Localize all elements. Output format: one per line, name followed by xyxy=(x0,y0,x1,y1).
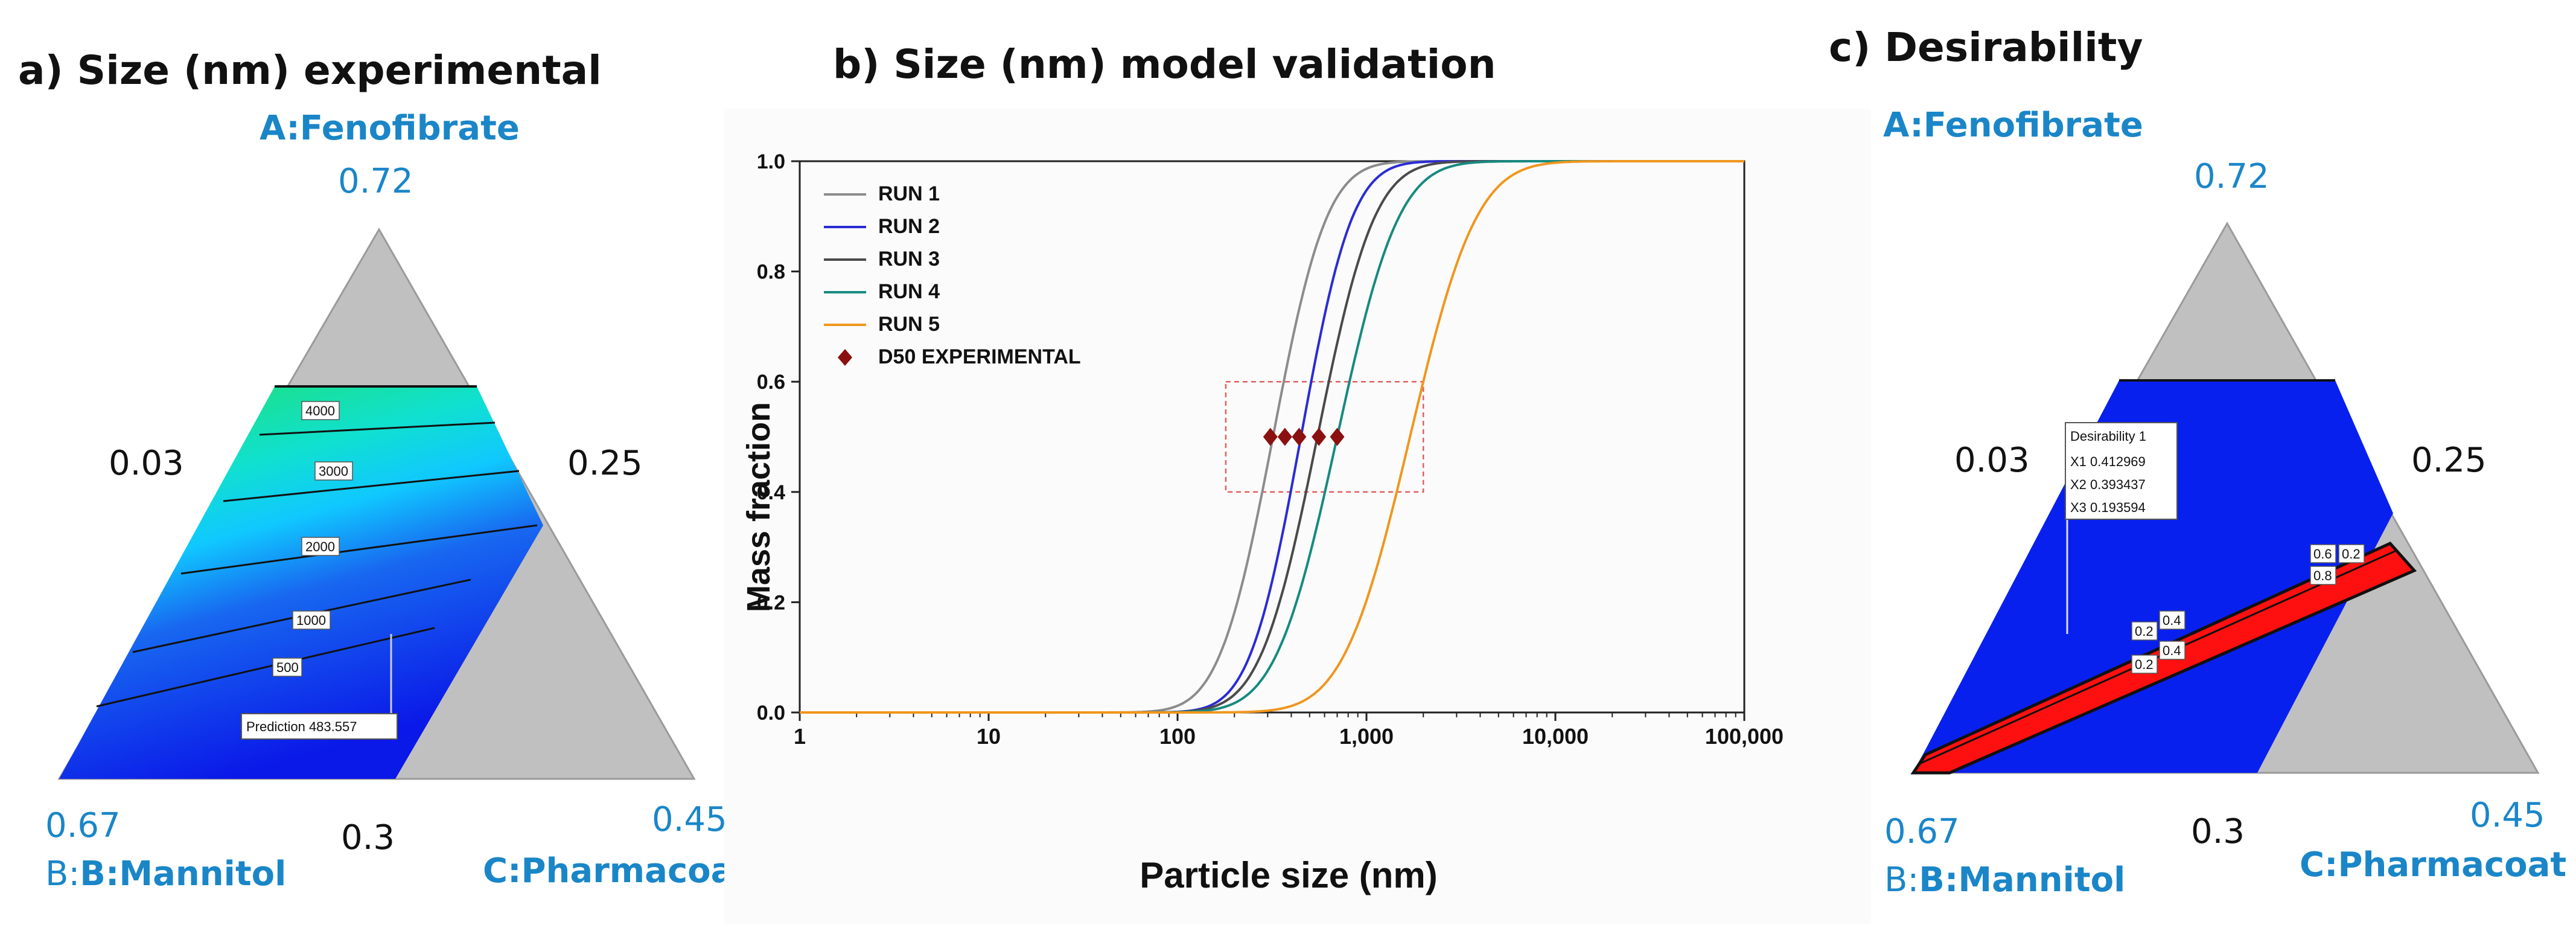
panel-a-vertex-top-name: A:Fenofibrate xyxy=(260,109,520,148)
panel-c-tooltip-x2: X2 0.393437 xyxy=(2070,477,2146,492)
legend-swatch-experimental xyxy=(838,349,852,366)
panel-a-contour-label-500: 500 xyxy=(276,660,299,675)
y-tick-label: 0.0 xyxy=(757,702,785,725)
panel-c-vertex-left-value: 0.67 xyxy=(1884,812,1960,851)
chart-background xyxy=(724,109,1871,924)
panel-a-vertex-right-name: C:Pharmacoat xyxy=(483,851,750,891)
panel-a-side-bottom: 0.3 xyxy=(341,818,395,857)
panel-a-vertex-left-name: B:B:Mannitol xyxy=(45,854,287,894)
size-distribution-chart: 1 10 100 1,000 10,000 100,000 0.0 0.2 0.4 0.6 0.8 1… xyxy=(724,109,1871,924)
panel-a-vertex-right-value: 0.45 xyxy=(652,800,727,839)
y-tick-label: 0.8 xyxy=(757,261,785,284)
x-tick-label: 1 xyxy=(794,724,806,749)
panel-c-contour-label-5: 0.2 xyxy=(2135,657,2154,672)
panel-c-contour-label-3: 0.2 xyxy=(2135,624,2154,639)
panel-c-contour-label-boxes xyxy=(2131,544,2365,674)
panel-c-tooltip-title: Desirability 1 xyxy=(2070,429,2146,444)
panel-a-contour-label-2000: 2000 xyxy=(305,539,335,554)
panel-c-side-right: 0.25 xyxy=(2411,441,2487,480)
series-line-run-5 xyxy=(800,160,1744,714)
experimental-point xyxy=(1277,427,1292,446)
y-tick-label: 0.6 xyxy=(757,371,785,394)
panel-a-vertex-top-value: 0.72 xyxy=(338,162,413,201)
panel-a-vertex-left-value: 0.67 xyxy=(45,806,121,845)
panel-b-title: b) Size (nm) model validation xyxy=(833,41,1496,88)
panel-a-contour-label-1000: 1000 xyxy=(296,613,326,628)
panel-a-response-region xyxy=(59,386,543,779)
experimental-point xyxy=(1292,427,1307,446)
panel-c-contour-label-0: 0.6 xyxy=(2313,546,2332,562)
experimental-point xyxy=(1312,427,1327,446)
panel-c-vertex-right-name: C:Pharmacoat xyxy=(2300,845,2567,885)
legend-label: RUN 1 xyxy=(878,182,940,205)
panel-c-contour-label-2: 0.8 xyxy=(2313,568,2332,583)
panel-a-contour-label-4000: 4000 xyxy=(305,403,335,418)
panel-a-title: a) Size (nm) experimental xyxy=(18,47,602,94)
panel-c-contour-label-6: 0.4 xyxy=(2163,643,2181,658)
legend-label: RUN 5 xyxy=(878,313,940,336)
panel-a-side-right: 0.25 xyxy=(567,444,643,483)
legend-label: RUN 2 xyxy=(878,215,940,238)
panel-c-tooltip-x3: X3 0.193594 xyxy=(2070,500,2146,515)
x-tick-label: 1,000 xyxy=(1339,724,1394,749)
experimental-point xyxy=(1263,427,1278,446)
panel-c-vertex-left-name: B:B:Mannitol xyxy=(1884,860,2126,900)
panel-a-prediction-label: Prediction 483.557 xyxy=(246,719,357,734)
panel-c-contour-label-1: 0.2 xyxy=(2342,546,2361,562)
x-tick-label: 10,000 xyxy=(1522,724,1589,749)
y-axis-label: Mass fraction xyxy=(741,402,777,612)
x-tick-label: 10 xyxy=(977,724,1001,749)
plot-area: 1 10 100 1,000 10,000 100,000 0.0 0.2 0.4 0.6 0.8 1… xyxy=(757,150,1784,749)
panel-c-side-bottom: 0.3 xyxy=(2191,812,2245,851)
panel-a-ternary: 4000 3000 2000 1000 500 Prediction 483.5… xyxy=(57,228,696,780)
panel-a-contour-label-3000: 3000 xyxy=(319,464,348,479)
panel-c-ternary: Desirability 1 X1 0.412969 X2 0.393437 X… xyxy=(1910,221,2540,775)
panel-c-vertex-top-name: A:Fenofibrate xyxy=(1883,106,2143,145)
panel-c-tooltip-x1: X1 0.412969 xyxy=(2070,454,2146,469)
experimental-point xyxy=(1330,427,1345,446)
panel-c-contour-label-4: 0.4 xyxy=(2163,613,2181,628)
panel-a-contour-label-boxes xyxy=(272,401,353,677)
panel-c-side-left: 0.03 xyxy=(1954,441,2030,480)
panel-a-prediction-box xyxy=(241,713,398,740)
panel-c-title: c) Desirability xyxy=(1829,24,2143,71)
x-axis-label: Particle size (nm) xyxy=(1140,855,1438,895)
y-tick-label: 0.2 xyxy=(757,591,785,614)
legend-label: RUN 3 xyxy=(878,248,940,270)
y-tick-label: 0.4 xyxy=(757,481,785,504)
legend-label-experimental: D50 EXPERIMENTAL xyxy=(878,345,1081,368)
panel-a-side-left: 0.03 xyxy=(109,444,184,483)
panel-c-tooltip-box xyxy=(2065,422,2178,520)
panel-c-contour-line xyxy=(1919,549,2397,765)
legend-label: RUN 4 xyxy=(878,280,940,303)
y-tick-label: 1.0 xyxy=(757,150,785,173)
plot-frame xyxy=(799,160,1745,714)
panel-c-desirability-region xyxy=(1913,380,2393,773)
panel-c-vertex-top-value: 0.72 xyxy=(2194,157,2269,196)
panel-c-vertex-right-value: 0.45 xyxy=(2470,796,2545,835)
x-tick-label: 100,000 xyxy=(1705,724,1784,749)
x-tick-label: 100 xyxy=(1159,724,1196,749)
